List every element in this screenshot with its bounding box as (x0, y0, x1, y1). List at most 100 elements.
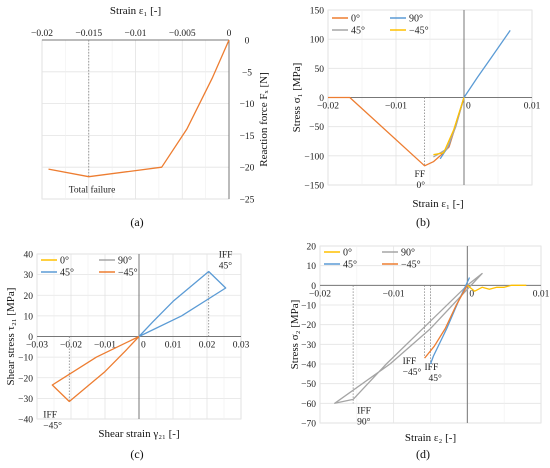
chart-a: −0.02 −0.015 −0.01 −0.005 0 0 −5 −10 −15 −20 −25 St… (31, 5, 270, 229)
x-tick-label: 0.01 (165, 341, 182, 351)
series-line-45 (433, 97, 465, 156)
panel-caption: (a) (130, 215, 143, 229)
annotation-label-2: 0° (417, 180, 426, 191)
annotation-label: IFF (425, 363, 439, 373)
x-tick-label: 0.01 (533, 289, 550, 299)
panel-caption: (c) (130, 447, 143, 461)
x-axis-title: Shear strain γ₂₁ [-] (98, 428, 179, 440)
y-tick-label: −70 (301, 420, 316, 430)
y-tick-label: 40 (24, 251, 34, 261)
annotation-label-2: 90° (357, 416, 371, 427)
x-tick-label: 0 (469, 289, 474, 299)
y-tick-label: 0 (311, 282, 316, 292)
legend: 0° 90° 45° −45° (332, 14, 429, 37)
chart-d: −0.02 −0.01 0 0.01 20 10 0 −10 −20 −30 −40 −50 −60 −7… (289, 243, 550, 462)
annotation-label: IFF (43, 410, 57, 420)
x-tick-label: −0.015 (75, 29, 102, 39)
y-tick-label: 20 (307, 243, 317, 253)
y-tick-label: 100 (310, 36, 325, 46)
x-tick-label: −0.02 (317, 102, 339, 112)
series-line-90 (334, 272, 483, 404)
legend: 0° 90° 45° −45° (41, 256, 138, 279)
y-tick-label: −150 (304, 182, 324, 192)
x-tick-label: 0.01 (524, 102, 541, 112)
y-tick-label: 0 (28, 333, 33, 343)
axes: −0.02 −0.01 0 0.01 20 10 0 −10 −20 −30 −40 −50 −60 −7… (301, 243, 549, 430)
annotation-label-2: 45° (429, 373, 443, 384)
x-tick-label: −0.03 (26, 341, 48, 351)
y-tick-label: 10 (307, 262, 317, 272)
y-tick-label: −60 (301, 400, 316, 410)
panel-caption: (d) (416, 447, 430, 461)
x-axis-title: Strain ε₁ [-] (110, 5, 161, 17)
annotation-label: FF (415, 170, 426, 180)
annotation: IFF−45° (403, 285, 426, 378)
annotation-label: Total failure (69, 185, 116, 196)
y-tick-label: −10 (301, 302, 316, 312)
x-tick-label: −0.02 (309, 289, 331, 299)
y-tick-label: 0 (245, 37, 250, 47)
y-tick-label: 10 (24, 312, 34, 322)
x-tick-label: −0.02 (60, 341, 82, 351)
axes: −0.02 −0.015 −0.01 −0.005 0 0 −5 −10 −15 −20 −25 (31, 29, 255, 206)
legend-label: 45° (343, 260, 357, 271)
legend-label: 45° (351, 26, 365, 37)
series-line-45 (51, 335, 140, 403)
x-tick-label: −0.01 (383, 289, 405, 299)
annotation-label-2: 45° (219, 261, 233, 272)
legend-label: 0° (351, 14, 360, 25)
annotation: Total failure (69, 40, 116, 196)
x-tick-label: 0 (141, 341, 146, 351)
y-tick-label: −10 (18, 354, 33, 364)
x-tick-label: 0 (466, 102, 471, 112)
annotation-label: IFF (357, 406, 371, 416)
y-tick-label: −30 (18, 395, 33, 405)
legend: 0° 90° 45° −45° (324, 248, 421, 271)
annotation: IFF−45° (43, 336, 70, 431)
y-axis-title: Reaction force Fₓ [N] (258, 72, 270, 167)
y-tick-label: −40 (18, 416, 33, 426)
annotation: FF0° (415, 97, 426, 191)
y-tick-label: −50 (301, 380, 316, 390)
y-tick-label: −15 (240, 132, 255, 142)
x-tick-label: −0.01 (125, 29, 147, 39)
x-axis-title: Strain ε₂ [-] (405, 432, 456, 444)
y-tick-label: −50 (309, 123, 324, 133)
x-tick-label: −0.01 (94, 341, 116, 351)
x-tick-label: 0.02 (199, 341, 216, 351)
x-axis-title: Strain ε₁ [-] (412, 198, 463, 210)
y-tick-label: 0 (319, 94, 324, 104)
series-line-45 (138, 270, 227, 338)
y-tick-label: −20 (18, 374, 33, 384)
x-tick-label: −0.02 (31, 29, 53, 39)
chart-b: −0.02 −0.01 0 0.01 150 100 50 0 −50 −100 −150 Strai… (291, 7, 541, 230)
x-tick-label: −0.01 (385, 102, 407, 112)
x-tick-label: 0 (227, 29, 232, 39)
chart-c: −0.03 −0.02 −0.01 0 0.01 0.02 0.03 40 30 20 10 0 −10… (5, 251, 250, 462)
series-line-0 (466, 284, 527, 292)
y-tick-label: 150 (310, 7, 325, 17)
y-tick-label: −5 (242, 68, 252, 78)
y-tick-label: 20 (24, 292, 34, 302)
y-tick-label: −100 (304, 152, 324, 162)
y-tick-label: 50 (315, 65, 325, 75)
axes: −0.02 −0.01 0 0.01 150 100 50 0 −50 −100 −150 (304, 7, 540, 192)
legend-label: 0° (60, 256, 69, 267)
legend-label: 90° (409, 14, 423, 25)
legend-label: −45° (401, 260, 421, 271)
y-tick-label: −10 (240, 100, 255, 110)
y-tick-label: 30 (24, 271, 34, 281)
y-axis-title: Stress σ₂ [MPa] (289, 300, 301, 370)
legend-label: −45° (409, 26, 429, 37)
legend-label: −45° (118, 268, 138, 279)
legend-label: 0° (343, 248, 352, 259)
y-axis-title: Shear stress τ₂₁ [MPa] (5, 288, 17, 386)
y-tick-label: −40 (301, 361, 316, 371)
y-axis-title: Stress σ₁ [MPa] (291, 63, 303, 133)
y-tick-label: −25 (240, 196, 255, 206)
series-line-main (48, 39, 230, 178)
panel-caption: (b) (416, 215, 430, 229)
